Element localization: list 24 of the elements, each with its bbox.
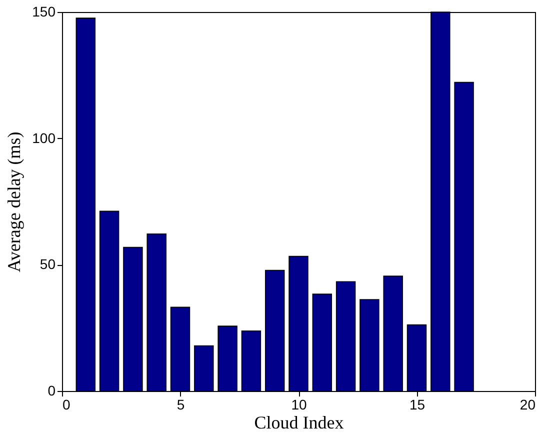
y-tick-label: 150 [32, 4, 56, 20]
bar [76, 18, 96, 392]
y-tick-label: 0 [48, 382, 56, 398]
bar [241, 330, 262, 392]
x-tick-label: 15 [409, 396, 426, 412]
bar [194, 345, 214, 392]
x-tick-label: 5 [176, 396, 185, 412]
x-tick-label: 0 [62, 396, 70, 412]
bar [99, 210, 120, 392]
bar [312, 294, 332, 392]
bar [336, 281, 356, 392]
x-axis-title: Cloud Index [254, 412, 344, 432]
bar [123, 246, 143, 392]
x-tick-label: 10 [291, 396, 307, 412]
y-tick-label: 100 [32, 130, 56, 146]
y-tick-label: 50 [40, 256, 56, 272]
bar [383, 276, 403, 392]
bar [264, 270, 285, 392]
bar [360, 299, 380, 392]
bar [146, 233, 166, 392]
y-axis-title: Average delay (ms) [4, 132, 24, 272]
bar [218, 326, 238, 392]
x-tick-label: 20 [520, 396, 536, 412]
bar [454, 82, 474, 392]
